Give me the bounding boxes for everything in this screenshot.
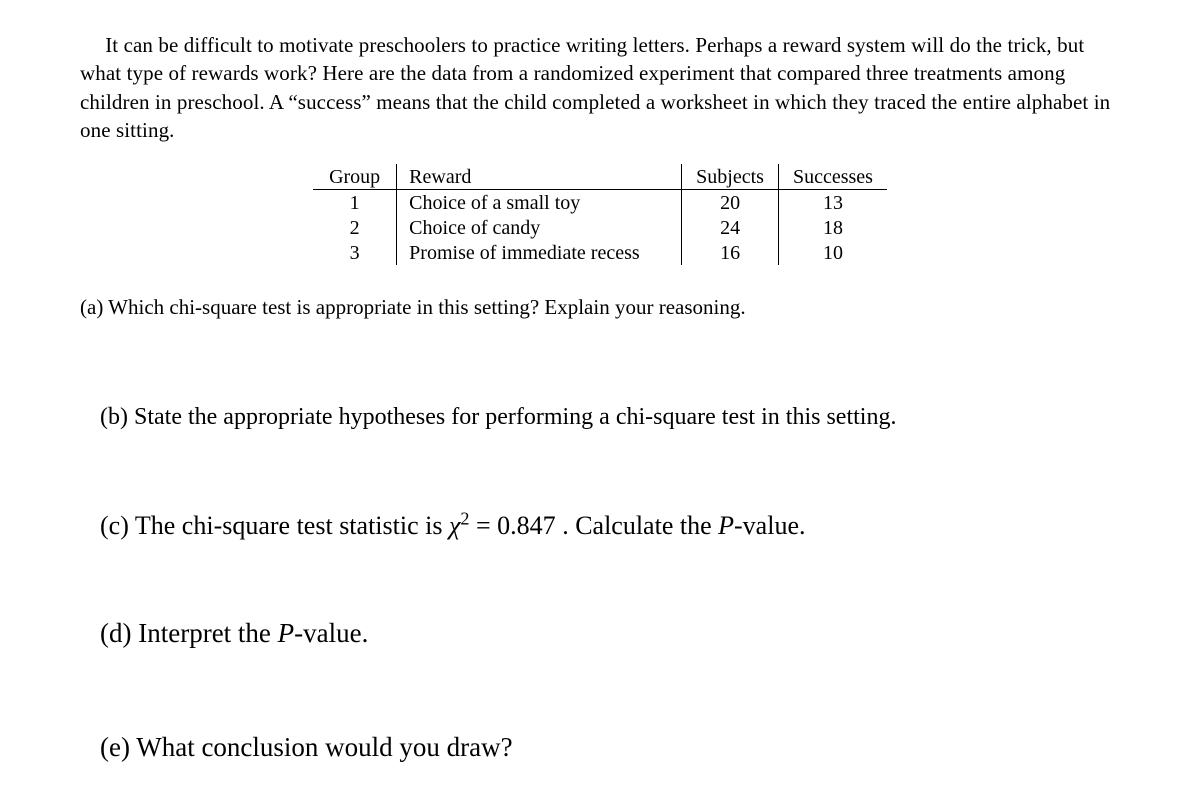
- question-c-post: . Calculate the: [556, 511, 718, 540]
- question-c-eq: = 0.847: [470, 511, 556, 540]
- cell-subjects: 16: [682, 240, 779, 265]
- question-c-pre: (c) The chi-square test statistic is: [100, 511, 449, 540]
- cell-successes: 10: [778, 240, 886, 265]
- question-d: (d) Interpret the P-value.: [80, 615, 1120, 653]
- question-a: (a) Which chi-square test is appropriate…: [80, 293, 1120, 322]
- cell-group: 1: [313, 190, 397, 216]
- question-c-tail: -value.: [734, 511, 805, 540]
- cell-subjects: 24: [682, 215, 779, 240]
- table-row: 1 Choice of a small toy 20 13: [313, 190, 887, 216]
- question-d-pre: (d) Interpret the: [100, 618, 278, 648]
- cell-reward: Choice of candy: [397, 215, 682, 240]
- cell-successes: 13: [778, 190, 886, 216]
- cell-reward: Choice of a small toy: [397, 190, 682, 216]
- question-d-tail: -value.: [294, 618, 368, 648]
- col-header-subjects: Subjects: [682, 164, 779, 190]
- data-table: Group Reward Subjects Successes 1 Choice…: [313, 164, 887, 265]
- cell-group: 3: [313, 240, 397, 265]
- chi-exponent: 2: [460, 509, 469, 529]
- p-letter: P: [718, 511, 734, 540]
- table-row: 2 Choice of candy 24 18: [313, 215, 887, 240]
- question-e: (e) What conclusion would you draw?: [80, 729, 1120, 767]
- p-letter: P: [278, 618, 295, 648]
- worksheet-page: It can be difficult to motivate preschoo…: [0, 0, 1200, 802]
- cell-reward: Promise of immediate recess: [397, 240, 682, 265]
- col-header-successes: Successes: [778, 164, 886, 190]
- table-header-row: Group Reward Subjects Successes: [313, 164, 887, 190]
- table-row: 3 Promise of immediate recess 16 10: [313, 240, 887, 265]
- col-header-reward: Reward: [397, 164, 682, 190]
- question-c: (c) The chi-square test statistic is χ2 …: [80, 508, 1120, 544]
- cell-successes: 18: [778, 215, 886, 240]
- intro-paragraph: It can be difficult to motivate preschoo…: [80, 31, 1120, 144]
- data-table-wrapper: Group Reward Subjects Successes 1 Choice…: [80, 164, 1120, 265]
- cell-subjects: 20: [682, 190, 779, 216]
- cell-group: 2: [313, 215, 397, 240]
- question-b: (b) State the appropriate hypotheses for…: [80, 401, 1120, 435]
- chi-symbol: χ: [449, 511, 460, 540]
- col-header-group: Group: [313, 164, 397, 190]
